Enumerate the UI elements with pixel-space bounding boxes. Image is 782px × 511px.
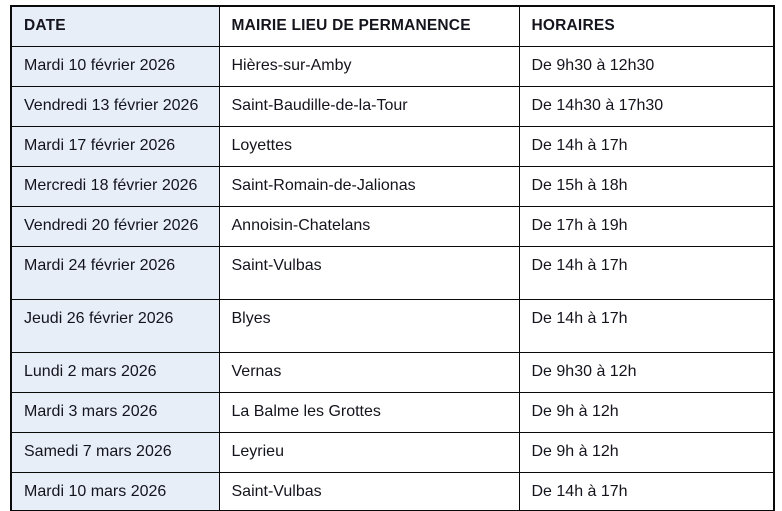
cell-mairie-lieu: Saint-Baudille-de-la-Tour xyxy=(218,85,520,127)
cell-horaires: De 15h à 18h xyxy=(518,165,775,207)
permanence-schedule-table: DATE MAIRIE LIEU DE PERMANENCE HORAIRES … xyxy=(10,5,775,511)
cell-date: Vendredi 20 février 2026 xyxy=(10,205,220,247)
header-date: DATE xyxy=(10,5,220,47)
cell-date: Lundi 2 mars 2026 xyxy=(10,351,220,393)
cell-horaires: De 14h30 à 17h30 xyxy=(518,85,775,127)
table-header: DATE MAIRIE LIEU DE PERMANENCE HORAIRES xyxy=(10,5,775,47)
cell-date: Samedi 7 mars 2026 xyxy=(10,431,220,473)
cell-date: Mercredi 18 février 2026 xyxy=(10,165,220,207)
cell-mairie-lieu: Leyrieu xyxy=(218,431,520,473)
cell-date: Mardi 10 février 2026 xyxy=(10,45,220,87)
table-row: Vendredi 20 février 2026 Annoisin-Chatela… xyxy=(10,205,775,247)
cell-mairie-lieu: Saint-Romain-de-Jalionas xyxy=(218,165,520,207)
cell-mairie-lieu: Vernas xyxy=(218,351,520,393)
header-mairie-lieu: MAIRIE LIEU DE PERMANENCE xyxy=(218,5,520,47)
cell-horaires: De 9h à 12h xyxy=(518,391,775,433)
cell-horaires: De 9h30 à 12h xyxy=(518,351,775,393)
cell-mairie-lieu: Saint-Vulbas xyxy=(218,245,520,300)
cell-mairie-lieu: La Balme les Grottes xyxy=(218,391,520,433)
cell-horaires: De 17h à 19h xyxy=(518,205,775,247)
table-row: Samedi 7 mars 2026 Leyrieu De 9h à 12h xyxy=(10,431,775,473)
table-row: Mercredi 18 février 2026 Saint-Romain-de-… xyxy=(10,165,775,207)
table-row: Vendredi 13 février 2026 Saint-Baudille-d… xyxy=(10,85,775,127)
cell-horaires: De 14h à 17h xyxy=(518,298,775,353)
header-horaires: HORAIRES xyxy=(518,5,775,47)
cell-mairie-lieu: Hières-sur-Amby xyxy=(218,45,520,87)
cell-date: Mardi 10 mars 2026 xyxy=(10,471,220,511)
cell-horaires: De 14h à 17h xyxy=(518,471,775,511)
cell-mairie-lieu: Saint-Vulbas xyxy=(218,471,520,511)
table-row: Mardi 3 mars 2026 La Balme les Grottes De … xyxy=(10,391,775,433)
table-row: Jeudi 26 février 2026 Blyes De 14h à 17h xyxy=(10,298,775,353)
table-row: Mardi 10 mars 2026 Saint-Vulbas De 14h à 1… xyxy=(10,471,775,511)
cell-horaires: De 9h30 à 12h30 xyxy=(518,45,775,87)
table-header-row: DATE MAIRIE LIEU DE PERMANENCE HORAIRES xyxy=(10,5,775,47)
cell-mairie-lieu: Loyettes xyxy=(218,125,520,167)
cell-horaires: De 14h à 17h xyxy=(518,125,775,167)
cell-date: Mardi 3 mars 2026 xyxy=(10,391,220,433)
cell-horaires: De 9h à 12h xyxy=(518,431,775,473)
table-row: Mardi 10 février 2026 Hières-sur-Amby De 9… xyxy=(10,45,775,87)
cell-date: Jeudi 26 février 2026 xyxy=(10,298,220,353)
cell-mairie-lieu: Blyes xyxy=(218,298,520,353)
schedule-table-body: Mardi 10 février 2026 Hières-sur-Amby De 9… xyxy=(10,45,775,511)
table-row: Mardi 17 février 2026 Loyettes De 14h à 17… xyxy=(10,125,775,167)
cell-mairie-lieu: Annoisin-Chatelans xyxy=(218,205,520,247)
table-row: Lundi 2 mars 2026 Vernas De 9h30 à 12h xyxy=(10,351,775,393)
cell-horaires: De 14h à 17h xyxy=(518,245,775,300)
table-row: Mardi 24 février 2026 Saint-Vulbas De 14h … xyxy=(10,245,775,300)
cell-date: Mardi 17 février 2026 xyxy=(10,125,220,167)
cell-date: Vendredi 13 février 2026 xyxy=(10,85,220,127)
cell-date: Mardi 24 février 2026 xyxy=(10,245,220,300)
